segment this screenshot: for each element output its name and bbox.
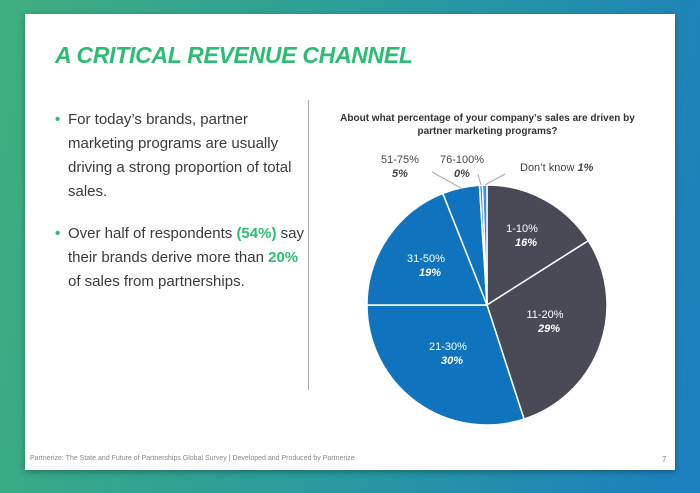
bullet-item: • For today’s brands, partner marketing p… (55, 108, 305, 204)
pie-slice-Don’t know (481, 184, 488, 306)
pie-slice-11-20% (486, 239, 608, 421)
highlight-20: 20% (268, 249, 299, 266)
pie-slice-31-50% (366, 192, 489, 306)
slice-value: 5% (392, 168, 408, 180)
highlight-54: (54%) (236, 225, 277, 242)
slice-value: 1% (577, 162, 593, 174)
divider (308, 100, 309, 390)
slide-title: A CRITICAL REVENUE CHANNEL (55, 42, 413, 68)
slice-label: 1-10% (506, 223, 538, 235)
slice-value: 0% (454, 168, 470, 180)
bullet-text: say their brands derive more than (68, 225, 304, 266)
bullet-text: of sales from partnerships. (68, 273, 245, 290)
leader-line (431, 171, 462, 189)
leader-line (477, 173, 482, 186)
bullet-list: • For today’s brands, partner marketing p… (55, 108, 305, 312)
slice-value: 30% (441, 355, 463, 367)
slice-value: 29% (537, 323, 560, 335)
page-number: 7 (662, 455, 667, 464)
bullet-icon: • (55, 225, 61, 242)
slice-label: 51-75% (381, 154, 419, 166)
bullet-text: Over half of respondents (68, 225, 237, 242)
footer-text: Partnerize: The State and Future of Part… (30, 455, 355, 462)
bullet-icon: • (55, 111, 61, 128)
pie-slice-1-10% (486, 184, 590, 307)
slice-label: Don’t know 1% (520, 162, 594, 174)
slice-label: 31-50% (407, 253, 445, 265)
slice-label: 11-20% (526, 309, 563, 321)
bullet-text: For today’s brands, partner marketing pr… (68, 111, 292, 200)
slice-value: 16% (515, 237, 537, 249)
chart-title: About what percentage of your company’s … (340, 113, 635, 137)
slice-value: 19% (419, 267, 441, 279)
slice-label: 76-100% (440, 154, 484, 166)
leader-line (484, 173, 506, 186)
pie-slice-21-30% (366, 304, 526, 426)
slice-label: 21-30% (429, 341, 467, 353)
bullet-item: • Over half of respondents (54%) say thei… (55, 222, 305, 294)
